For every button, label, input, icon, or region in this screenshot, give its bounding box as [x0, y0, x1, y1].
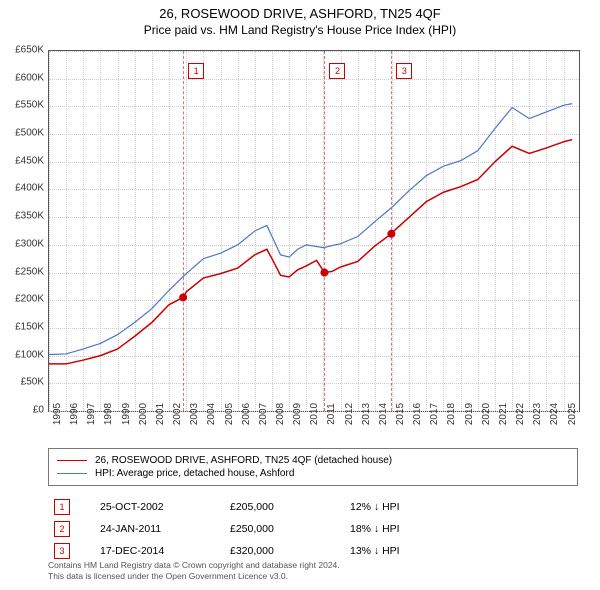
legend-item-property: 26, ROSEWOOD DRIVE, ASHFORD, TN25 4QF (d…	[57, 454, 569, 467]
ytick-label: £500K	[2, 128, 44, 139]
xtick-label: 2022	[515, 403, 526, 425]
ytick-label: £650K	[2, 45, 44, 56]
xtick-label: 2023	[532, 403, 543, 425]
xtick-label: 2013	[361, 403, 372, 425]
transaction-date: 17-DEC-2014	[100, 545, 230, 557]
footer-attribution: Contains HM Land Registry data © Crown c…	[48, 560, 578, 582]
xtick-label: 2007	[258, 403, 269, 425]
legend-item-hpi: HPI: Average price, detached house, Ashf…	[57, 467, 569, 480]
xtick-label: 1995	[52, 403, 63, 425]
xtick-label: 2010	[309, 403, 320, 425]
transactions-table: 1 25-OCT-2002£205,00012% ↓ HPI 2 24-JAN-201…	[48, 496, 578, 562]
xtick-label: 2020	[481, 403, 492, 425]
transaction-price: £205,000	[230, 501, 350, 513]
transaction-date: 25-OCT-2002	[100, 501, 230, 513]
transaction-delta: 13% ↓ HPI	[350, 545, 470, 557]
event-number-box: 3	[396, 63, 412, 79]
xtick-label: 2003	[189, 403, 200, 425]
xtick-label: 1998	[103, 403, 114, 425]
ytick-label: £400K	[2, 183, 44, 194]
legend-swatch-property	[57, 460, 87, 461]
transaction-row: 2 24-JAN-2011£250,00018% ↓ HPI	[48, 518, 578, 540]
ytick-label: £350K	[2, 211, 44, 222]
ytick-label: £50K	[2, 377, 44, 388]
transaction-marker: 2	[54, 521, 70, 537]
xtick-label: 1996	[69, 403, 80, 425]
xtick-label: 2001	[155, 403, 166, 425]
ytick-label: £450K	[2, 155, 44, 166]
xtick-label: 2011	[326, 403, 337, 425]
xtick-label: 1997	[86, 403, 97, 425]
event-marker	[179, 293, 187, 301]
ytick-label: £150K	[2, 321, 44, 332]
event-number-box: 1	[188, 63, 204, 79]
transaction-date: 24-JAN-2011	[100, 523, 230, 535]
footer-line2: This data is licensed under the Open Gov…	[48, 571, 578, 582]
transaction-price: £320,000	[230, 545, 350, 557]
xtick-label: 2005	[224, 403, 235, 425]
xtick-label: 2017	[429, 403, 440, 425]
xtick-label: 2004	[206, 403, 217, 425]
transaction-delta: 12% ↓ HPI	[350, 501, 470, 513]
legend-label-hpi: HPI: Average price, detached house, Ashf…	[95, 468, 294, 479]
transaction-row: 1 25-OCT-2002£205,00012% ↓ HPI	[48, 496, 578, 518]
footer-line1: Contains HM Land Registry data © Crown c…	[48, 560, 578, 571]
chart-subtitle: Price paid vs. HM Land Registry's House …	[0, 21, 600, 41]
transaction-row: 3 17-DEC-2014£320,00013% ↓ HPI	[48, 540, 578, 562]
ytick-label: £600K	[2, 72, 44, 83]
xtick-label: 2019	[464, 403, 475, 425]
transaction-delta: 18% ↓ HPI	[350, 523, 470, 535]
ytick-label: £100K	[2, 349, 44, 360]
xtick-label: 2002	[172, 403, 183, 425]
transaction-price: £250,000	[230, 523, 350, 535]
series-line-hpi	[49, 104, 572, 355]
xtick-label: 2012	[344, 403, 355, 425]
event-marker	[387, 230, 395, 238]
xtick-label: 1999	[121, 403, 132, 425]
xtick-label: 2008	[275, 403, 286, 425]
legend-swatch-hpi	[57, 473, 87, 474]
ytick-label: £250K	[2, 266, 44, 277]
legend-label-property: 26, ROSEWOOD DRIVE, ASHFORD, TN25 4QF (d…	[95, 455, 392, 466]
series-line-property	[49, 140, 572, 364]
chart-title: 26, ROSEWOOD DRIVE, ASHFORD, TN25 4QF	[0, 0, 600, 21]
xtick-label: 2015	[395, 403, 406, 425]
xtick-label: 2018	[446, 403, 457, 425]
transaction-marker: 3	[54, 543, 70, 559]
ytick-label: £0	[2, 405, 44, 416]
xtick-label: 2014	[378, 403, 389, 425]
legend: 26, ROSEWOOD DRIVE, ASHFORD, TN25 4QF (d…	[48, 448, 578, 486]
event-number-box: 2	[329, 63, 345, 79]
xtick-label: 2016	[412, 403, 423, 425]
chart-svg	[49, 51, 579, 411]
xtick-label: 2000	[138, 403, 149, 425]
xtick-label: 2006	[241, 403, 252, 425]
chart-plot-area: 1 2 3	[48, 50, 580, 412]
transaction-marker: 1	[54, 499, 70, 515]
ytick-label: £300K	[2, 238, 44, 249]
xtick-label: 2009	[292, 403, 303, 425]
ytick-label: £200K	[2, 294, 44, 305]
event-marker	[320, 269, 328, 277]
xtick-label: 2025	[567, 403, 578, 425]
xtick-label: 2024	[549, 403, 560, 425]
ytick-label: £550K	[2, 100, 44, 111]
xtick-label: 2021	[498, 403, 509, 425]
